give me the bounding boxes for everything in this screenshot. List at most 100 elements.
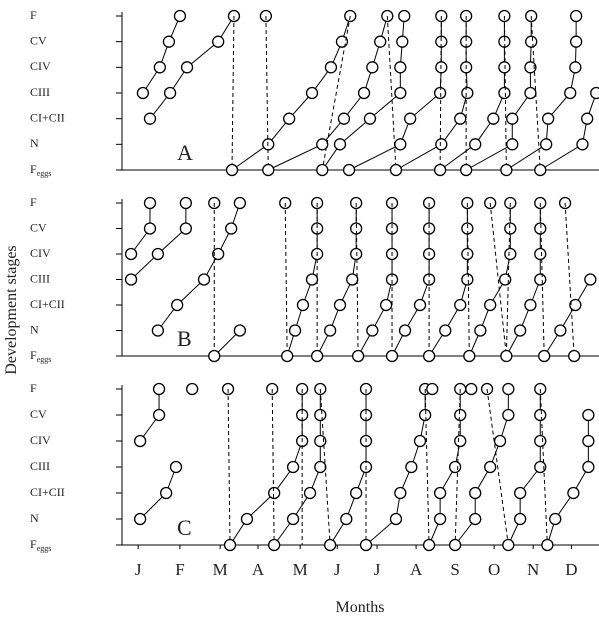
y-tick-label: CIII (30, 271, 50, 285)
stage-point (346, 273, 359, 286)
stage-point (498, 61, 511, 74)
stage-point (303, 486, 317, 500)
stage-point (314, 434, 327, 448)
stage-point (454, 298, 467, 312)
stage-point (323, 538, 337, 552)
y-tick-label: CV (30, 33, 47, 47)
y-tick-label: CIII (30, 459, 50, 473)
stage-point (581, 112, 594, 125)
stage-point (288, 324, 302, 337)
stage-point (569, 9, 583, 23)
cohort-line (231, 15, 351, 171)
stage-point (525, 35, 538, 48)
x-tick-label: J (334, 560, 341, 579)
stage-point (152, 382, 166, 396)
stage-point (351, 349, 365, 363)
stage-point (281, 349, 294, 363)
stage-point (316, 138, 329, 151)
stage-point (163, 86, 177, 100)
dashed-link (271, 388, 275, 546)
y-tick-label: F (30, 8, 37, 22)
dashed-link (284, 202, 288, 357)
stage-point (500, 163, 513, 177)
dashed-link (466, 202, 470, 357)
dashed-link (265, 15, 269, 171)
stage-point (314, 460, 327, 474)
dashed-link (227, 388, 231, 546)
stage-point (506, 112, 519, 125)
stage-point (233, 196, 247, 210)
stage-point (340, 512, 353, 526)
stage-point (143, 222, 157, 235)
stage-point (286, 460, 300, 474)
stage-point (534, 163, 547, 177)
stage-point (568, 349, 581, 363)
dashed-link (424, 388, 430, 546)
stage-point (541, 112, 555, 125)
stage-point (582, 434, 595, 448)
stage-point (179, 196, 193, 210)
stage-point (333, 138, 347, 151)
stage-point (567, 486, 580, 500)
x-tick-label: D (565, 560, 577, 579)
stage-point (133, 434, 147, 448)
x-tick-label: O (488, 560, 500, 579)
stage-point (564, 86, 577, 100)
stage-point (225, 163, 239, 177)
stage-point (465, 382, 478, 396)
stage-point (461, 86, 474, 100)
panel-label: C (177, 515, 192, 540)
stage-point (379, 298, 393, 312)
x-tick-label: A (252, 560, 265, 579)
stage-point (143, 112, 157, 125)
stage-point (366, 324, 379, 337)
stage-point (389, 163, 403, 177)
dashed-link (454, 388, 461, 546)
stage-point (398, 324, 412, 337)
y-axis-label: Development stages (3, 245, 20, 374)
x-axis-label: Months (336, 599, 385, 616)
stage-point (554, 324, 567, 337)
stage-point (396, 35, 409, 48)
stage-point (385, 349, 399, 363)
stage-point (426, 382, 439, 396)
dashed-link (530, 15, 541, 171)
stage-point (454, 408, 467, 422)
y-tick-label: Feggs (30, 348, 51, 364)
panel-label: B (177, 326, 192, 351)
stage-point (534, 247, 547, 261)
stage-point (212, 35, 225, 48)
stage-point (212, 247, 225, 261)
stage-point (153, 61, 166, 74)
stage-point (310, 349, 324, 363)
stage-point (394, 138, 407, 151)
stage-point (493, 434, 507, 448)
stage-point (394, 61, 407, 74)
stage-point (498, 86, 511, 100)
stage-point (463, 349, 476, 363)
x-tick-label: S (450, 560, 459, 579)
stage-point (359, 538, 373, 552)
y-tick-label: CIV (30, 433, 51, 447)
stage-point (394, 86, 407, 100)
stage-point (435, 138, 448, 151)
stage-point (534, 273, 547, 286)
stage-point (433, 86, 447, 100)
x-tick-label: M (293, 560, 308, 579)
stage-point (413, 298, 427, 312)
stage-point (171, 298, 184, 312)
y-tick-label-main: F (30, 162, 37, 176)
stage-point (151, 247, 165, 261)
stage-point (484, 298, 497, 312)
stage-point (569, 298, 582, 312)
stage-point (173, 9, 187, 23)
cohort-line (142, 15, 181, 94)
dashed-link (486, 388, 509, 546)
y-tick-label: CIII (30, 85, 50, 99)
stage-point (151, 324, 165, 337)
stage-point (363, 112, 377, 125)
stage-point (333, 298, 347, 312)
stage-point (296, 298, 310, 312)
stage-point (469, 486, 482, 500)
